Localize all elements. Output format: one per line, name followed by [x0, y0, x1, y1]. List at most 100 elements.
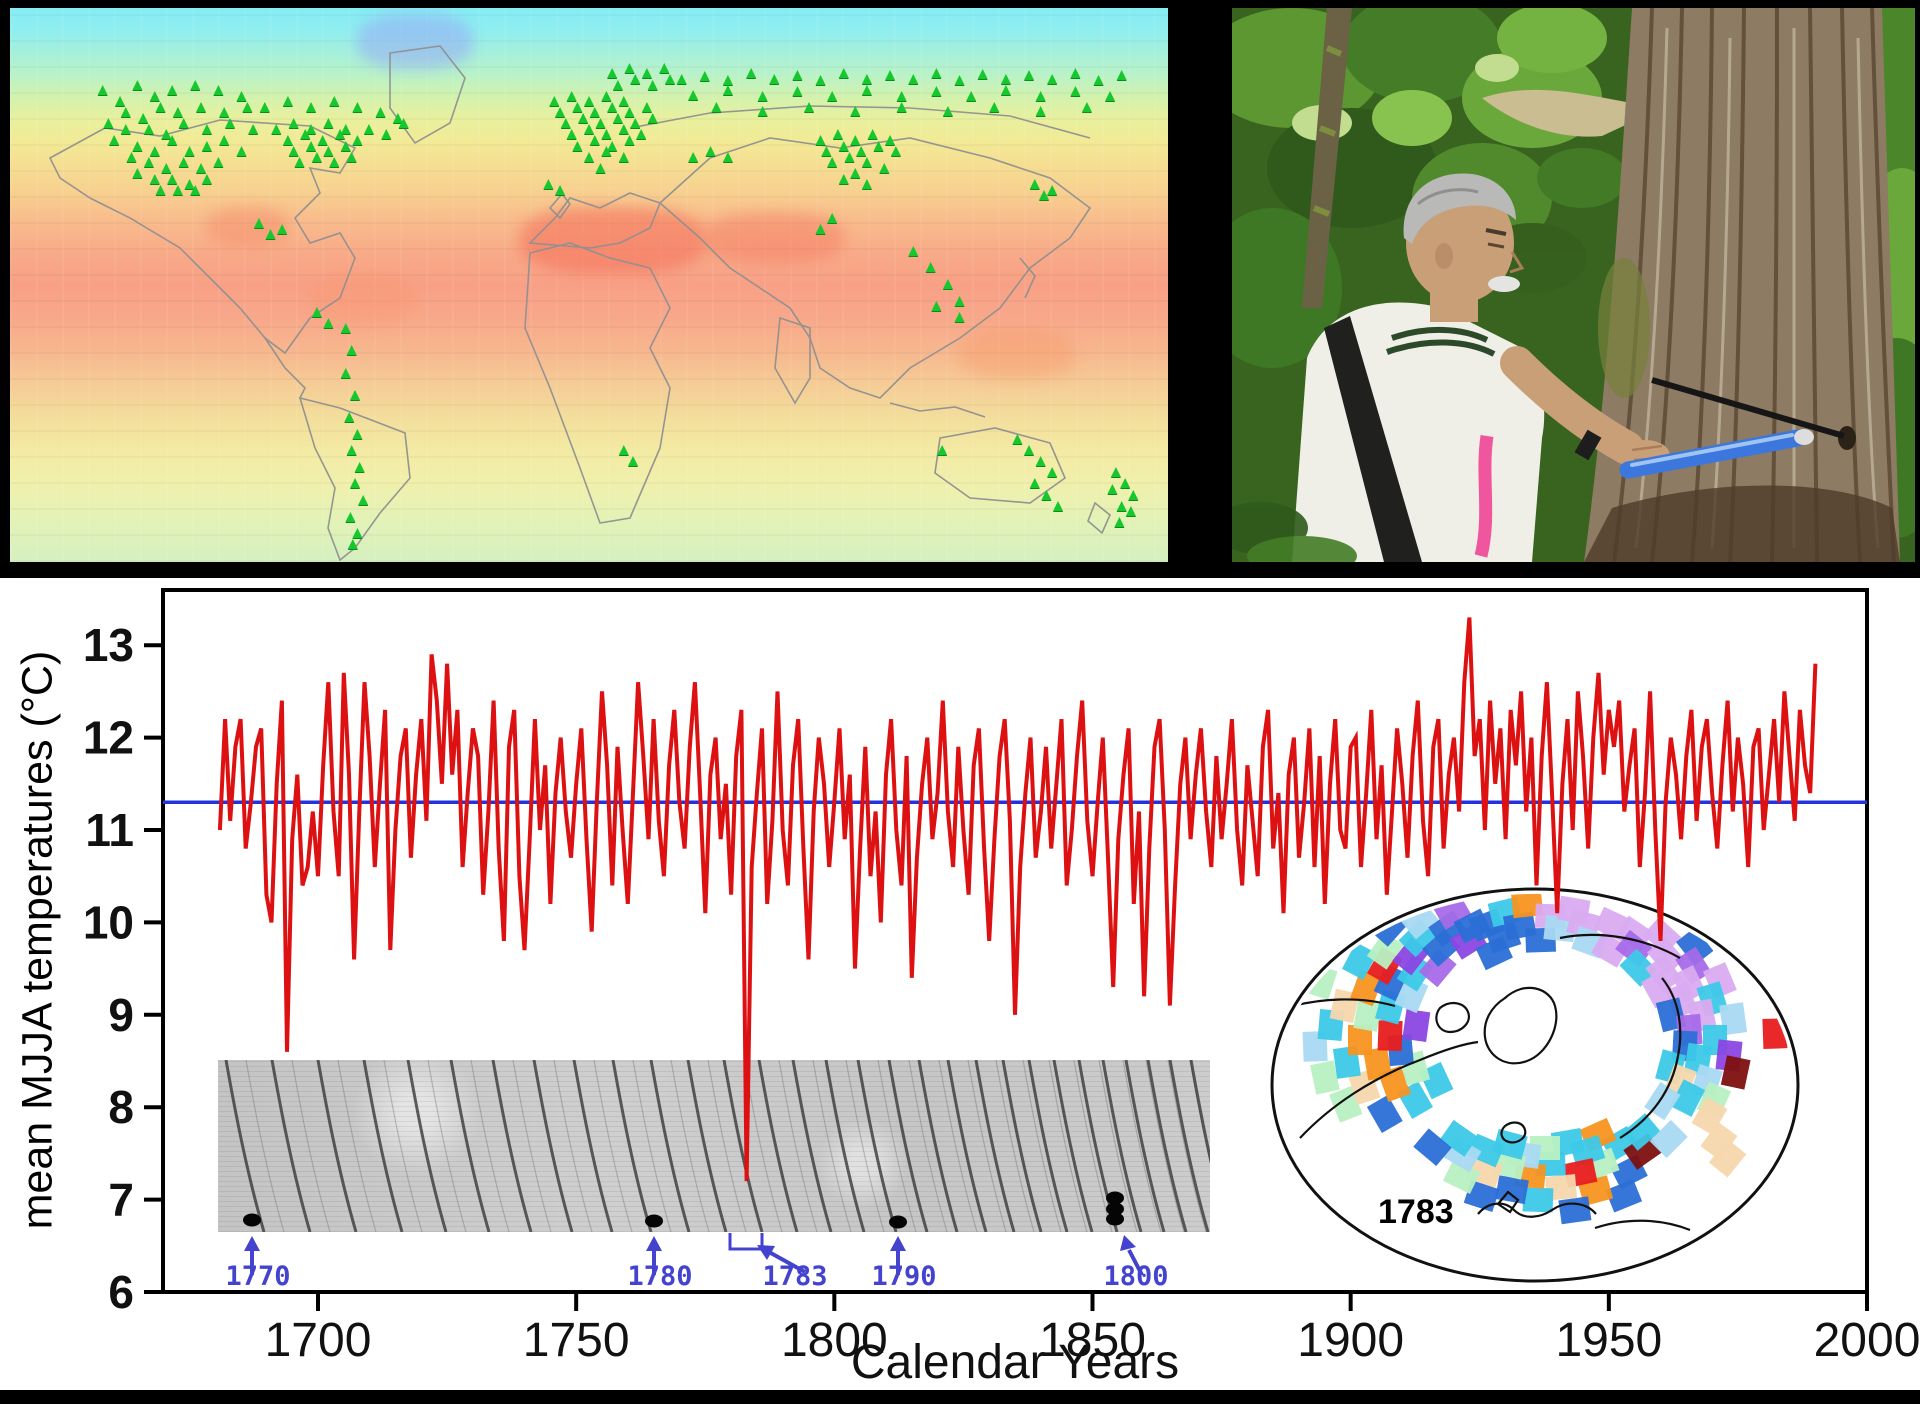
tree-site-marker: ▲ — [140, 118, 158, 138]
tree-site-marker: ▲ — [597, 124, 615, 144]
tree-site-marker: ▲ — [250, 212, 268, 232]
tree-site-marker: ▲ — [997, 68, 1015, 88]
tree-ring-faint-boundary — [845, 1060, 885, 1232]
trunk-base-shadow — [1584, 485, 1900, 562]
india-outline — [774, 316, 811, 405]
tree-ring-faint-boundary — [512, 1060, 552, 1232]
tree-ring-boundary — [532, 1060, 574, 1232]
tree-site-marker: ▲ — [1032, 85, 1050, 105]
new-zealand-outline — [1087, 501, 1111, 535]
temperature-anomaly-cell — [1655, 997, 1687, 1033]
tree-site-marker: ▲ — [285, 113, 303, 133]
tree-site-marker: ▲ — [858, 68, 876, 88]
tree-site-marker: ▲ — [181, 174, 198, 194]
tree-ring-faint-boundary — [1048, 1060, 1088, 1232]
temperature-anomaly-cell — [1402, 1008, 1431, 1043]
tree-site-marker: ▲ — [615, 90, 633, 110]
tree-ring-boundary — [1001, 1060, 1043, 1232]
tree-site-marker: ▲ — [377, 124, 395, 144]
tree-site-marker: ▲ — [175, 151, 193, 171]
temperature-anomaly-cell — [1534, 1151, 1566, 1177]
tree-site-marker: ▲ — [100, 113, 117, 133]
temperature-anomaly-cell — [1545, 1174, 1578, 1201]
y-tick-label: 12 — [83, 712, 134, 764]
tree-site-marker: ▲ — [256, 96, 274, 116]
tree-site-marker: ▲ — [389, 107, 407, 127]
tree-site-marker: ▲ — [1020, 64, 1038, 84]
tree-site-marker: ▲ — [933, 439, 951, 459]
temperature-anomaly-cell — [1377, 1020, 1403, 1052]
temperature-anomaly-cell — [1663, 1063, 1697, 1100]
tree-site-marker: ▲ — [146, 85, 164, 105]
tree-site-marker: ▲ — [348, 423, 366, 443]
temperature-anomaly-cell — [1453, 908, 1492, 944]
borer-extractor-rod — [1651, 377, 1845, 439]
siberia-coast-outline — [629, 105, 1091, 139]
tree-site-marker: ▲ — [789, 64, 806, 84]
tree-site-marker: ▲ — [157, 157, 175, 177]
tree-site-marker: ▲ — [742, 63, 760, 83]
temperature-anomaly-cell — [1392, 937, 1430, 976]
temperature-anomaly-cell — [1622, 1113, 1661, 1151]
tree-ring-faint-boundary — [291, 1060, 331, 1232]
tree-site-marker: ▲ — [696, 65, 714, 85]
year-1783-bracket — [728, 1233, 764, 1251]
temperature-anomaly-cell — [1442, 1159, 1481, 1194]
field-photo-illustration — [1232, 8, 1915, 562]
tree-site-marker: ▲ — [592, 157, 609, 177]
tree-site-marker: ▲ — [812, 218, 830, 238]
polar-anomaly-map-inset: 1783 — [1270, 887, 1800, 1283]
tree-site-marker: ▲ — [823, 151, 841, 171]
site-map-markers: ▲ ▲ ▲ ▲ ▲ ▲ ▲ ▲ ▲ ▲ ▲ ▲ ▲ ▲ ▲ ▲ ▲ ▲ ▲ ▲ ▲ ▲ ▲ ▲ ▲ ▲ ▲ ▲ ▲ ▲ ▲ ▲ ▲ ▲ ▲ ▲ ▲ ▲ ▲ ▲… — [10, 8, 1168, 562]
tree-site-marker: ▲ — [1049, 495, 1067, 515]
tree-site-marker: ▲ — [846, 129, 864, 149]
japan-outline — [1019, 257, 1036, 299]
tree-site-marker: ▲ — [893, 96, 911, 116]
tree-site-marker: ▲ — [881, 129, 899, 149]
tree-site-marker: ▲ — [111, 90, 129, 110]
tree-site-marker: ▲ — [586, 102, 604, 122]
temperature-anomaly-cell — [1348, 1069, 1381, 1105]
temperature-chart-panel: mean MJJA temperatures (°C) — [0, 578, 1920, 1390]
tree-site-marker: ▲ — [221, 113, 239, 133]
tree-site-marker: ▲ — [320, 312, 337, 332]
tree-site-marker: ▲ — [152, 179, 169, 199]
tree-site-marker: ▲ — [655, 57, 673, 77]
temperature-anomaly-cell — [1400, 901, 1439, 940]
tree-site-marker: ▲ — [198, 118, 216, 138]
temperature-anomaly-cell — [1615, 929, 1654, 968]
tree-site-marker: ▲ — [94, 79, 112, 99]
closed-eye — [1487, 242, 1505, 249]
tree-site-marker: ▲ — [134, 107, 152, 127]
tree-site-marker: ▲ — [835, 63, 853, 83]
tree-site-marker: ▲ — [192, 96, 210, 116]
tree-site-marker: ▲ — [858, 79, 876, 99]
tree-ring-faint-boundary — [383, 1060, 423, 1232]
temperature-anomaly-cell — [1703, 1025, 1727, 1055]
tree-site-marker: ▲ — [864, 124, 882, 144]
x-axis-title: Calendar Years — [851, 1336, 1179, 1389]
temperature-anomaly-cell — [1394, 976, 1429, 1014]
wristwatch — [1574, 429, 1602, 461]
tree-site-marker: ▲ — [152, 96, 169, 116]
temperature-grid-texture — [10, 8, 1168, 562]
temperature-anomaly-cell — [1675, 946, 1712, 985]
tree-site-marker: ▲ — [233, 85, 251, 105]
temperature-anomaly-cell — [1341, 942, 1378, 980]
x-tick-label: 1700 — [265, 1314, 372, 1367]
temperature-anomaly-cell — [1468, 908, 1506, 942]
tree-site-marker: ▲ — [621, 57, 638, 77]
collar-stripes — [1386, 327, 1496, 357]
x-tick-label: 1900 — [1297, 1314, 1404, 1367]
tree-site-marker: ▲ — [568, 135, 586, 155]
tree-site-marker: ▲ — [105, 129, 123, 149]
tree-site-marker: ▲ — [951, 290, 968, 310]
tree-site-marker: ▲ — [603, 135, 621, 155]
x-tick-label: 1750 — [523, 1314, 630, 1367]
tree-site-marker: ▲ — [644, 107, 662, 127]
y-tick-label: 6 — [108, 1266, 134, 1318]
tree-site-marker: ▲ — [997, 79, 1015, 99]
arabia-india-hot-patch — [704, 212, 844, 263]
tree-site-marker: ▲ — [852, 140, 870, 160]
